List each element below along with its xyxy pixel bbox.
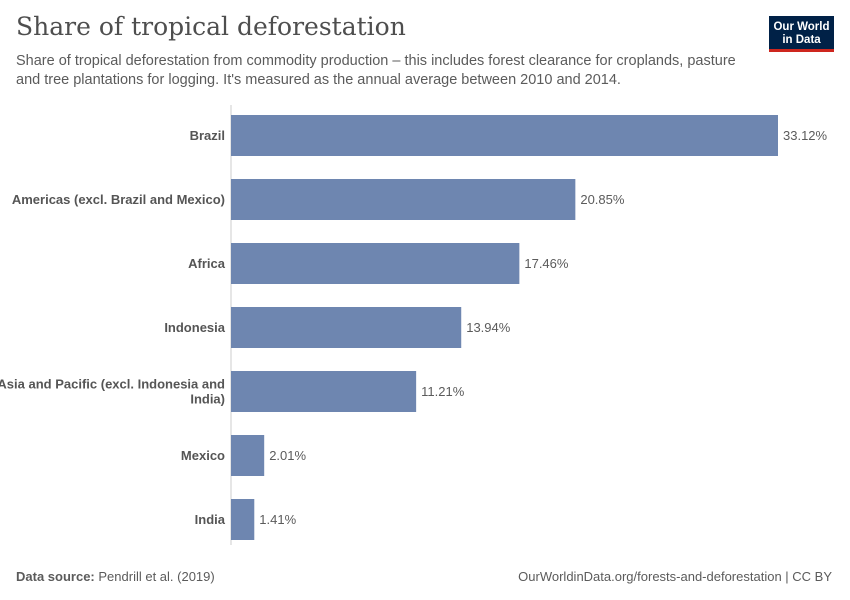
category-label: Asia and Pacific (excl. Indonesia and bbox=[0, 377, 225, 392]
category-label: Africa bbox=[188, 256, 226, 271]
bar-chart: Brazil 33.12% Americas (excl. Brazil and M… bbox=[0, 105, 828, 545]
bar[interactable] bbox=[231, 435, 265, 476]
value-label: 17.46% bbox=[524, 256, 569, 271]
value-label: 33.12% bbox=[783, 128, 828, 143]
bar[interactable] bbox=[231, 371, 417, 412]
bar[interactable] bbox=[231, 115, 778, 156]
bar[interactable] bbox=[231, 499, 255, 540]
value-label: 13.94% bbox=[466, 320, 511, 335]
data-source: Data source: Pendrill et al. (2019) bbox=[16, 569, 215, 584]
data-source-link[interactable]: Pendrill et al. (2019) bbox=[98, 569, 215, 584]
category-label: Indonesia bbox=[164, 320, 225, 335]
category-label: India) bbox=[190, 392, 225, 407]
category-label: India bbox=[195, 512, 226, 527]
footer-url[interactable]: OurWorldinData.org/forests-and-deforesta… bbox=[518, 569, 832, 584]
logo-line-1: Our World bbox=[773, 21, 830, 33]
chart-subtitle: Share of tropical deforestation from com… bbox=[16, 53, 736, 88]
category-label: Mexico bbox=[181, 448, 225, 463]
bar[interactable] bbox=[231, 307, 462, 348]
value-label: 11.21% bbox=[421, 384, 465, 399]
value-label: 2.01% bbox=[269, 448, 306, 463]
logo-accent-bar bbox=[769, 49, 834, 52]
category-label: Americas (excl. Brazil and Mexico) bbox=[12, 192, 225, 207]
bar[interactable] bbox=[231, 179, 576, 220]
data-source-label: Data source: bbox=[16, 569, 95, 584]
value-label: 20.85% bbox=[580, 192, 625, 207]
category-label: Brazil bbox=[190, 128, 225, 143]
owid-logo[interactable]: Our World in Data bbox=[769, 16, 834, 52]
bar[interactable] bbox=[231, 243, 520, 284]
value-label: 1.41% bbox=[259, 512, 296, 527]
logo-line-2: in Data bbox=[782, 34, 821, 46]
chart-title: Share of tropical deforestation bbox=[16, 12, 406, 41]
